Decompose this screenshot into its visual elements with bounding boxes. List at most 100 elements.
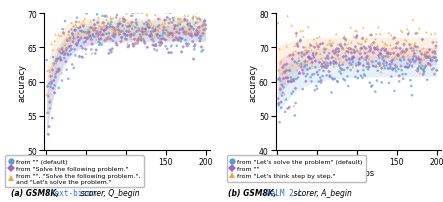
Point [88, 39, 95, 42]
Point [280, 71, 287, 75]
Point [302, 49, 309, 52]
Point [289, 79, 296, 82]
Point [172, 28, 179, 31]
Point [396, 75, 403, 78]
Point [410, 55, 417, 59]
Point [175, 18, 182, 21]
Point [341, 69, 348, 72]
Point [200, 21, 207, 24]
Point [93, 35, 101, 38]
Point [338, 43, 345, 46]
Point [148, 39, 155, 42]
Point [369, 44, 376, 47]
Point [155, 27, 163, 31]
Point [61, 33, 68, 37]
Point [163, 29, 170, 33]
Point [355, 64, 362, 67]
Point [300, 36, 307, 39]
Point [58, 35, 65, 38]
Point [119, 25, 126, 28]
Point [189, 17, 196, 20]
Point [139, 34, 146, 37]
Point [77, 8, 84, 11]
Point [308, 80, 315, 84]
Point [348, 52, 355, 55]
Point [430, 56, 437, 60]
Point [159, 35, 166, 38]
Point [379, 58, 386, 61]
Point [381, 46, 388, 49]
Point [200, 29, 207, 32]
Point [304, 68, 311, 72]
Point [122, 38, 129, 41]
Point [334, 54, 342, 58]
Point [153, 34, 160, 37]
Point [152, 43, 159, 46]
Point [78, 36, 85, 39]
Point [405, 31, 412, 34]
Point [298, 63, 305, 66]
Point [180, 32, 187, 35]
Point [278, 60, 285, 64]
Point [307, 43, 314, 46]
Point [185, 25, 192, 28]
Point [295, 76, 302, 80]
Point [311, 47, 318, 50]
Point [391, 90, 398, 93]
Point [385, 32, 392, 35]
Point [48, 81, 55, 84]
Point [68, 22, 75, 25]
Point [301, 54, 308, 57]
Point [77, 26, 84, 29]
Point [380, 56, 387, 59]
Point [174, 25, 181, 28]
Point [123, 30, 130, 34]
Point [162, 28, 169, 31]
Point [354, 35, 361, 38]
Point [186, 23, 193, 26]
Point [393, 58, 400, 61]
Point [424, 56, 431, 59]
Point [287, 68, 294, 71]
Point [414, 68, 421, 71]
Point [286, 106, 293, 109]
Point [138, 31, 145, 34]
Point [339, 47, 346, 51]
Point [89, 29, 97, 33]
Point [401, 66, 408, 69]
Point [277, 80, 284, 83]
Point [159, 32, 167, 36]
Point [378, 67, 385, 71]
Point [134, 12, 141, 15]
Point [334, 54, 341, 57]
Point [293, 78, 300, 81]
Point [151, 45, 158, 48]
Point [433, 69, 440, 73]
Point [167, 21, 175, 24]
Point [195, 32, 202, 35]
Point [165, 34, 172, 37]
Point [163, 17, 171, 20]
Point [323, 64, 330, 68]
Point [180, 31, 187, 34]
Point [389, 68, 396, 71]
Point [189, 18, 196, 21]
Point [150, 30, 157, 34]
Point [299, 52, 306, 55]
Point [350, 49, 358, 52]
Point [354, 77, 361, 80]
Point [198, 50, 205, 54]
Point [366, 34, 373, 37]
Point [424, 63, 431, 66]
Point [44, 85, 51, 88]
Point [128, 15, 135, 18]
Point [374, 45, 381, 48]
Point [58, 72, 66, 75]
Point [174, 4, 181, 7]
Point [54, 69, 61, 72]
Point [129, 43, 136, 46]
Point [363, 66, 370, 69]
Point [118, 37, 125, 40]
Point [402, 49, 409, 53]
Point [87, 36, 94, 40]
